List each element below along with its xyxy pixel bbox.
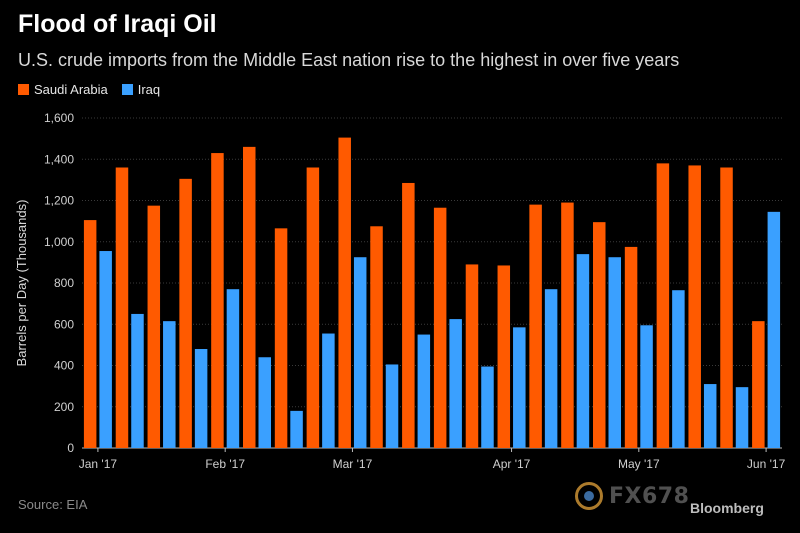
bar-iraq [544,289,558,448]
y-tick-label: 0 [67,441,74,455]
y-tick-label: 1,200 [44,194,74,208]
x-tick-label: Feb '17 [205,457,245,471]
bar-iraq [99,251,112,448]
watermark: FX678 [575,482,689,510]
bar-iraq [735,387,749,448]
bar-iraq [481,366,494,448]
bar-saudi-arabia [529,204,542,448]
bar-iraq [163,321,176,448]
bar-saudi-arabia [433,207,447,448]
bar-iraq [226,289,240,448]
bar-iraq [608,257,621,448]
legend: Saudi Arabia Iraq [18,82,160,97]
source-note: Source: EIA [18,497,88,512]
bar-saudi-arabia [497,265,511,448]
bar-saudi-arabia [561,202,574,448]
y-tick-label: 1,600 [44,111,74,125]
bar-iraq [353,257,367,448]
y-tick-label: 800 [54,276,74,290]
bar-iraq [385,364,399,448]
bar-saudi-arabia [179,178,192,448]
x-tick-label: May '17 [618,457,660,471]
y-tick-label: 1,400 [44,152,74,166]
legend-swatch-saudi-arabia [18,84,29,95]
bloomberg-brand: Bloomberg [690,500,764,516]
x-tick-label: Apr '17 [493,457,531,471]
y-tick-label: 200 [54,400,74,414]
bar-iraq [576,254,590,448]
bar-saudi-arabia [115,167,129,448]
bar-iraq [513,327,526,448]
bar-saudi-arabia [370,226,383,448]
x-tick-label: Jun '17 [747,457,786,471]
bar-saudi-arabia [147,205,161,448]
bar-iraq [767,211,781,448]
legend-label-iraq: Iraq [137,82,161,97]
bar-saudi-arabia [243,146,256,448]
bar-iraq [194,349,208,448]
bar-saudi-arabia [274,228,288,448]
bar-saudi-arabia [306,167,320,448]
bar-saudi-arabia [83,220,97,448]
bar-iraq [703,384,717,448]
x-tick-label: Jan '17 [79,457,118,471]
bar-iraq [417,334,431,448]
bar-saudi-arabia [465,264,479,448]
chart-title: Flood of Iraqi Oil [18,10,217,38]
bar-saudi-arabia [593,222,606,448]
bar-iraq [449,319,462,448]
bar-iraq [258,357,271,448]
bar-iraq [640,325,653,448]
bar-iraq [290,410,303,448]
bar-saudi-arabia [624,246,638,448]
bar-saudi-arabia [656,163,670,448]
bar-iraq [672,290,685,448]
legend-swatch-iraq [121,84,133,95]
chart-subtitle: U.S. crude imports from the Middle East … [18,50,680,70]
bar-saudi-arabia [720,167,733,448]
y-tick-label: 1,000 [44,235,74,249]
bar-iraq [131,313,144,448]
bar-saudi-arabia [402,182,415,448]
bar-saudi-arabia [752,321,765,448]
bar-saudi-arabia [338,137,351,448]
bar-saudi-arabia [211,153,224,448]
y-tick-label: 400 [54,359,74,373]
legend-item-iraq: Iraq [121,82,161,97]
y-axis-label: Barrels per Day (Thousands) [14,200,29,367]
watermark-text: FX678 [609,483,690,509]
y-tick-label: 600 [54,317,74,331]
legend-label-saudi-arabia: Saudi Arabia [34,82,108,97]
legend-item-saudi-arabia: Saudi Arabia [18,82,108,97]
fx678-logo-icon [575,482,603,510]
bar-iraq [322,333,335,448]
x-tick-label: Mar '17 [333,457,373,471]
bar-saudi-arabia [688,165,701,448]
